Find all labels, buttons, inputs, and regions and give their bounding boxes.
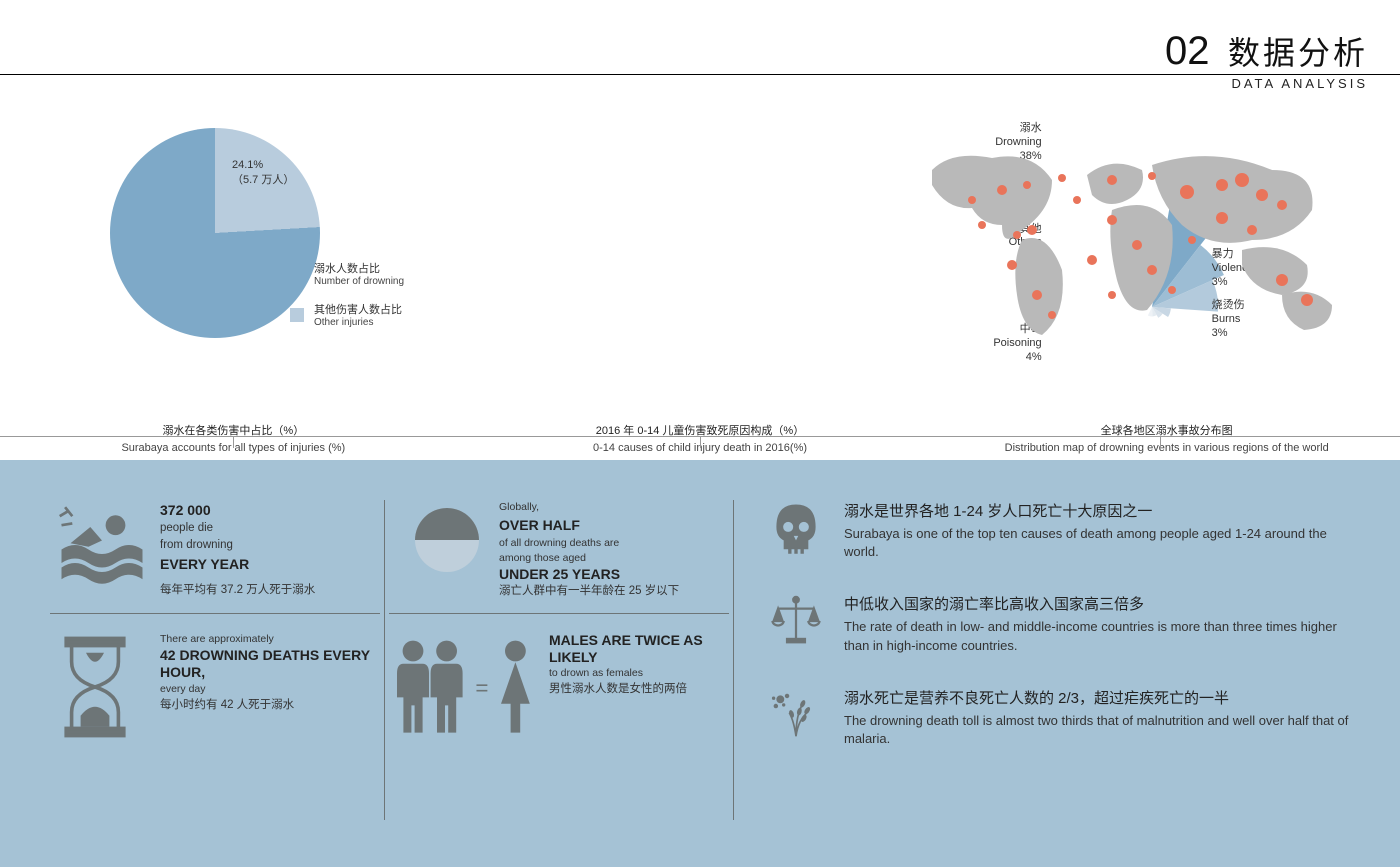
half-circle-icon — [389, 500, 499, 585]
legend-swatch — [290, 267, 304, 281]
bottom-band: 372 000 people die from drowning EVERY Y… — [0, 460, 1400, 867]
fact-right-text: 溺水死亡是营养不良死亡人数的 2/3，超过疟疾死亡的一半The drowning… — [844, 687, 1360, 748]
map-caption-cn: 全球各地区溺水事故分布图 — [933, 423, 1400, 440]
fact-every-year: 372 000 people die from drowning EVERY Y… — [50, 500, 380, 599]
legend-row: 溺水人数占比Number of drowning — [290, 260, 404, 287]
map-land — [1015, 238, 1063, 335]
map-caption-en: Distribution map of drowning events in v… — [933, 440, 1400, 457]
top-charts-row: 24.1% （5.7 万人） 溺水人数占比Number of drowning … — [0, 110, 1400, 420]
hsep-left — [50, 613, 380, 614]
hourglass-icon — [50, 632, 160, 747]
map-dot — [978, 221, 986, 229]
panel-map: 全球各地区溺水事故分布图 Distribution map of drownin… — [933, 110, 1400, 420]
map-dot — [1107, 175, 1117, 185]
map-dot — [1107, 215, 1117, 225]
map-dot — [1216, 212, 1228, 224]
fact-every-hour: There are approximately 42 DROWNING DEAT… — [50, 632, 380, 747]
map-land — [1152, 156, 1313, 243]
panel-rose: 溺水Drowning38%道路交通伤害Road traffic injury25… — [467, 110, 934, 420]
facts-col-right: 溺水是世界各地 1-24 岁人口死亡十大原因之一Surabaya is one … — [738, 500, 1360, 837]
fact-over-half-text: Globally, OVER HALF of all drowning deat… — [499, 500, 679, 599]
fact-every-hour-text: There are approximately 42 DROWNING DEAT… — [160, 632, 380, 714]
gender-ratio-icon: = — [389, 632, 549, 747]
fact-right-text: 中低收入国家的溺亡率比高收入国家高三倍多The rate of death in… — [844, 593, 1360, 654]
map-dot — [1058, 174, 1066, 182]
scales-icon — [768, 593, 832, 654]
page-number: 02 — [1165, 29, 1210, 74]
page-header: 02 数据分析 DATA ANALYSIS — [1165, 28, 1368, 91]
map-dot — [1276, 274, 1288, 286]
map-dot — [1007, 260, 1017, 270]
svg-text:=: = — [475, 675, 488, 700]
fact-right-item: 溺水死亡是营养不良死亡人数的 2/3，超过疟疾死亡的一半The drowning… — [768, 687, 1360, 748]
swimmer-icon — [50, 500, 160, 595]
caption-tick-1 — [233, 436, 234, 448]
map-dot — [1277, 200, 1287, 210]
panel-pie: 24.1% （5.7 万人） 溺水人数占比Number of drowning … — [0, 110, 467, 420]
vsep-2 — [733, 500, 734, 820]
fact-over-half: Globally, OVER HALF of all drowning deat… — [389, 500, 729, 599]
map-dot — [1235, 173, 1249, 187]
legend-row: 其他伤害人数占比Other injuries — [290, 301, 404, 328]
wheat-icon — [768, 687, 832, 748]
vsep-1 — [384, 500, 385, 820]
map-land — [1242, 247, 1308, 295]
map-dot — [1087, 255, 1097, 265]
page-title-en: DATA ANALYSIS — [1165, 76, 1368, 91]
map-dot — [997, 185, 1007, 195]
map-dot — [1023, 181, 1031, 189]
map-dot — [1013, 231, 1021, 239]
map-dot — [1048, 311, 1056, 319]
pie-slice-sub: （5.7 万人） — [232, 173, 294, 188]
map-land — [1110, 205, 1172, 311]
fact-males-twice-text: MALES ARE TWICE AS LIKELY to drown as fe… — [549, 632, 729, 697]
page-title-cn: 数据分析 — [1228, 28, 1368, 74]
fact-right-item: 溺水是世界各地 1-24 岁人口死亡十大原因之一Surabaya is one … — [768, 500, 1360, 561]
map-dot — [968, 196, 976, 204]
header-rule — [0, 74, 1400, 75]
pie-slice-label: 24.1% （5.7 万人） — [232, 158, 294, 189]
skull-icon — [768, 500, 832, 561]
map-dot — [1032, 290, 1042, 300]
facts-col-left: 372 000 people die from drowning EVERY Y… — [50, 500, 380, 837]
world-map — [912, 130, 1352, 360]
legend-swatch — [290, 308, 304, 322]
map-caption: 全球各地区溺水事故分布图 Distribution map of drownin… — [933, 423, 1400, 456]
map-dot — [1168, 286, 1176, 294]
pie-legend: 溺水人数占比Number of drowning 其他伤害人数占比Other i… — [290, 260, 404, 342]
map-dot — [1188, 236, 1196, 244]
legend-text: 溺水人数占比Number of drowning — [314, 260, 404, 287]
fact-right-text: 溺水是世界各地 1-24 岁人口死亡十大原因之一Surabaya is one … — [844, 500, 1360, 561]
map-dot — [1247, 225, 1257, 235]
map-dot — [1301, 294, 1313, 306]
legend-text: 其他伤害人数占比Other injuries — [314, 301, 402, 328]
fact-males-twice: = MALES ARE TWICE AS LIKELY to drown as … — [389, 632, 729, 747]
map-dot — [1132, 240, 1142, 250]
map-dot — [1147, 265, 1157, 275]
map-dot — [1148, 172, 1156, 180]
map-dot — [1108, 291, 1116, 299]
fact-right-item: 中低收入国家的溺亡率比高收入国家高三倍多The rate of death in… — [768, 593, 1360, 654]
map-dot — [1180, 185, 1194, 199]
caption-tick-2 — [700, 436, 701, 448]
fact-every-year-text: 372 000 people die from drowning EVERY Y… — [160, 500, 315, 599]
map-dot — [1027, 225, 1037, 235]
map-dot — [1256, 189, 1268, 201]
pie-slice-pct: 24.1% — [232, 158, 294, 173]
map-dot — [1073, 196, 1081, 204]
caption-tick-3 — [1160, 436, 1161, 448]
map-dot — [1216, 179, 1228, 191]
facts-col-mid: Globally, OVER HALF of all drowning deat… — [389, 500, 729, 837]
hsep-mid — [389, 613, 729, 614]
